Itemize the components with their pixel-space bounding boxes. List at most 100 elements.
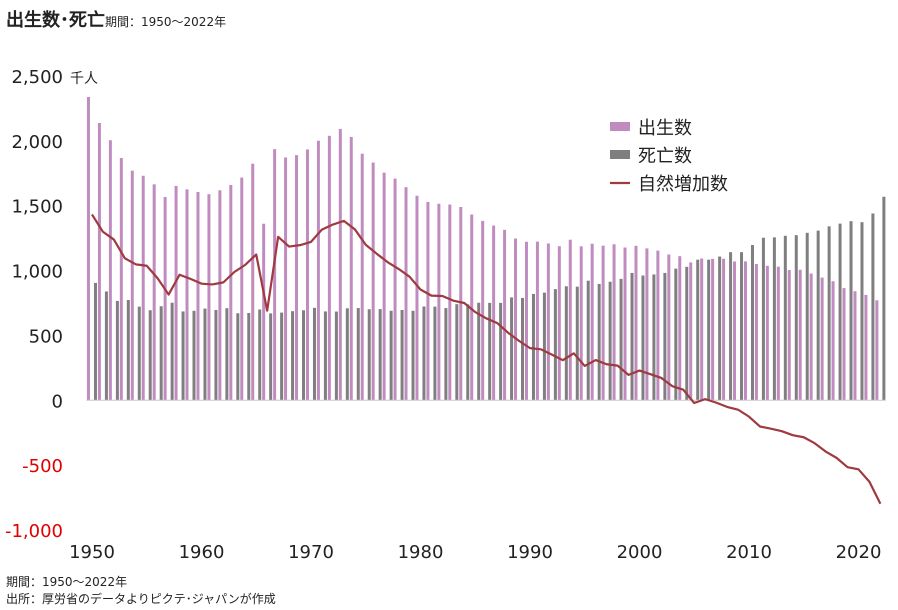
death-bar-1975: [367, 309, 371, 401]
death-bar-1986: [488, 302, 492, 401]
death-bar-1981: [433, 306, 437, 401]
birth-bar-2008: [722, 258, 726, 401]
death-bar-1954: [137, 306, 141, 401]
birth-bar-1975: [360, 153, 364, 401]
birth-bar-1988: [503, 229, 507, 401]
footer-source: 出所：厚労省のデータよりピクテ･ジャパンが作成: [6, 592, 276, 606]
birth-bar-1993: [557, 246, 561, 401]
y-tick-label: 0: [52, 391, 63, 412]
birth-bar-1984: [459, 207, 463, 401]
death-bar-2002: [663, 272, 667, 401]
x-tick-label: 2010: [726, 542, 772, 563]
birth-bar-1955: [141, 175, 145, 401]
legend-swatch-deaths: [610, 150, 630, 159]
birth-bar-2018: [831, 281, 835, 401]
death-bar-2018: [838, 223, 842, 401]
death-bar-2000: [641, 275, 645, 401]
death-bar-1953: [126, 300, 130, 401]
birth-bar-2000: [634, 245, 638, 401]
birth-bar-1968: [284, 157, 288, 401]
death-bar-1990: [531, 293, 535, 401]
birth-bar-2007: [711, 258, 715, 401]
birth-bar-1961: [207, 194, 211, 401]
death-bar-1979: [411, 310, 415, 401]
death-bar-1952: [115, 300, 119, 401]
birth-bar-1972: [327, 135, 331, 401]
death-bar-1992: [553, 289, 557, 401]
death-bar-2015: [805, 232, 809, 401]
death-bar-1969: [302, 310, 306, 401]
death-bar-1971: [323, 311, 327, 401]
death-bar-2013: [783, 235, 787, 401]
birth-bar-1953: [119, 157, 123, 401]
birth-bar-1950: [86, 97, 90, 401]
death-bar-2009: [740, 252, 744, 401]
birth-bar-2015: [798, 269, 802, 401]
legend-label: 自然増加数: [638, 174, 728, 195]
death-bar-1984: [466, 304, 470, 401]
death-bar-2017: [827, 226, 831, 401]
death-bar-1974: [356, 308, 360, 401]
death-bar-1980: [422, 306, 426, 401]
death-bar-1950: [93, 282, 97, 401]
birth-bar-1954: [130, 170, 134, 401]
death-bar-1978: [400, 310, 404, 401]
birth-bar-2003: [667, 254, 671, 401]
birth-bar-1989: [514, 238, 518, 401]
birth-bar-2020: [853, 291, 857, 401]
death-bar-1968: [291, 311, 295, 401]
birth-bar-1980: [415, 195, 419, 401]
death-bar-1959: [192, 310, 196, 401]
birth-bar-2022: [875, 300, 879, 401]
death-bar-1967: [280, 312, 284, 401]
death-bar-1983: [455, 304, 459, 401]
birth-bar-1985: [470, 214, 474, 401]
death-bar-1957: [170, 302, 174, 401]
death-bar-1991: [542, 292, 546, 401]
y-tick-label: 500: [29, 326, 63, 347]
birth-bar-1957: [163, 197, 167, 401]
x-tick-label: 1960: [179, 542, 225, 563]
birth-bar-1994: [568, 239, 572, 401]
x-tick-label: 1980: [398, 542, 444, 563]
birth-bar-1962: [218, 190, 222, 401]
birth-bar-2021: [864, 294, 868, 401]
y-tick-label: 1,000: [11, 262, 63, 283]
death-bar-1961: [214, 310, 218, 401]
death-bar-1998: [619, 278, 623, 401]
birth-bar-2009: [733, 261, 737, 401]
birth-bar-2002: [656, 250, 660, 401]
birth-bar-1998: [612, 244, 616, 401]
birth-bar-1966: [262, 223, 266, 401]
death-bar-2007: [718, 256, 722, 401]
chart-title-block: 出生数･死亡期間：1950～2022年: [6, 6, 226, 32]
y-tick-label: 2,500: [11, 67, 63, 88]
death-bar-1973: [345, 308, 349, 401]
death-bar-2019: [849, 221, 853, 401]
birth-bar-1977: [382, 172, 386, 401]
y-tick-label: 1,500: [11, 197, 63, 218]
death-bar-1960: [203, 308, 207, 401]
birth-bar-1986: [481, 220, 485, 401]
legend-swatch-births: [610, 122, 630, 131]
birth-bar-1979: [404, 187, 408, 401]
birth-bar-1976: [371, 162, 375, 401]
death-bar-2004: [685, 266, 689, 401]
death-bar-1963: [236, 313, 240, 401]
birth-bar-2001: [645, 248, 649, 401]
birth-bar-1983: [448, 204, 452, 401]
birth-bar-1963: [229, 184, 233, 401]
birth-bar-2011: [754, 263, 758, 401]
birth-bar-1960: [196, 191, 200, 401]
death-bar-2022: [882, 196, 886, 401]
birth-bar-1987: [492, 225, 496, 401]
birth-bar-1974: [349, 136, 353, 401]
death-bar-1977: [389, 310, 393, 401]
birth-bar-1978: [393, 178, 397, 401]
death-bar-1982: [444, 308, 448, 401]
birth-bar-2013: [776, 266, 780, 401]
death-bar-1997: [608, 281, 612, 401]
birth-bar-1982: [437, 203, 441, 401]
death-bar-1993: [564, 286, 568, 401]
birth-bar-1995: [579, 246, 583, 401]
